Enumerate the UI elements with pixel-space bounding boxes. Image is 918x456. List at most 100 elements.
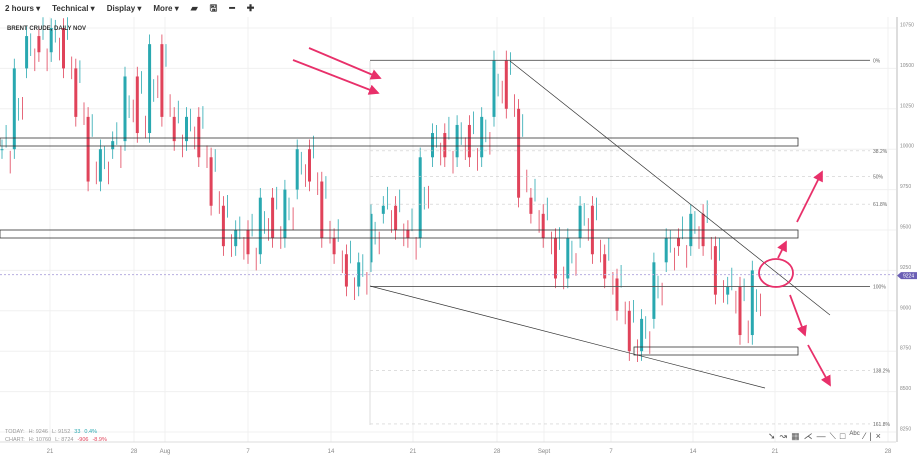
zone-rectangle bbox=[633, 346, 799, 356]
candle-body bbox=[185, 116, 188, 142]
rectangle-icon[interactable]: □ bbox=[839, 431, 846, 441]
candle-body bbox=[529, 197, 533, 214]
candle-body bbox=[467, 124, 471, 158]
interval-dropdown[interactable]: 2 hours ▾ bbox=[5, 4, 41, 13]
fib-level-label: 38.2% bbox=[873, 149, 888, 155]
chart-low: L: 8724 bbox=[55, 437, 74, 443]
candle-body bbox=[74, 68, 78, 117]
technical-dropdown[interactable]: Technical ▾ bbox=[52, 4, 95, 13]
candle-body bbox=[541, 213, 545, 239]
fib-level-label: 61.8% bbox=[873, 202, 888, 208]
candle-body bbox=[209, 157, 213, 206]
candle-body bbox=[98, 149, 102, 182]
candle-body bbox=[713, 246, 717, 295]
fib-level-label: 0% bbox=[873, 58, 881, 64]
candle-body bbox=[295, 149, 299, 190]
close-icon[interactable]: × bbox=[875, 431, 881, 441]
candle-body bbox=[627, 310, 631, 352]
candle-body bbox=[357, 262, 361, 287]
folder-open-icon[interactable]: ▰ bbox=[190, 3, 198, 13]
y-tick-label: 10000 bbox=[900, 144, 914, 150]
candle-body bbox=[221, 205, 225, 247]
today-percent: 0.4% bbox=[84, 429, 97, 435]
candle-body bbox=[197, 116, 201, 158]
x-tick-label: 14 bbox=[690, 449, 697, 455]
save-icon[interactable]: 🖫 bbox=[209, 2, 218, 13]
candle-body bbox=[566, 238, 570, 279]
fib-level-label: 100% bbox=[873, 285, 886, 291]
y-tick-label: 9250 bbox=[900, 265, 911, 271]
candle-body bbox=[726, 286, 730, 295]
pen-icon[interactable]: ⁄ bbox=[863, 431, 866, 441]
price-chart[interactable]: 21 28 Aug 7 14 21 28 Sept 7 14 21 28 10750 10500 10250… bbox=[0, 17, 918, 456]
trend-line-upper bbox=[509, 60, 831, 316]
candle-body bbox=[49, 28, 53, 53]
candle-body bbox=[418, 157, 422, 239]
x-tick-label: 28 bbox=[885, 449, 892, 455]
y-tick-label: 8250 bbox=[900, 427, 911, 433]
annotation-circle bbox=[758, 258, 794, 288]
y-tick-label: 8500 bbox=[900, 386, 911, 392]
today-change: 33 bbox=[74, 429, 81, 435]
candle-body bbox=[603, 254, 607, 279]
annotation-arrow bbox=[789, 294, 807, 337]
more-dropdown[interactable]: More ▾ bbox=[153, 4, 179, 13]
today-low: L: 9152 bbox=[51, 429, 71, 435]
y-tick-label: 10250 bbox=[900, 103, 914, 109]
chart-percent: -8.9% bbox=[92, 437, 107, 443]
chart-high: H: 10760 bbox=[28, 437, 52, 443]
trendline-icon[interactable]: ⟍ bbox=[829, 431, 836, 441]
zoom-out-icon[interactable]: ━ bbox=[229, 3, 235, 13]
candle-body bbox=[664, 238, 668, 263]
candle-body bbox=[111, 141, 115, 150]
candle-body bbox=[320, 181, 324, 239]
candle-body bbox=[86, 116, 90, 182]
candle-body bbox=[148, 44, 152, 134]
candle-body bbox=[0, 149, 4, 151]
fib-level-label: 161.8% bbox=[873, 422, 891, 428]
candle-body bbox=[12, 68, 16, 150]
zoom-in-icon[interactable]: ✚ bbox=[246, 3, 255, 13]
y-tick-label: 9500 bbox=[900, 225, 911, 231]
pointer-icon[interactable]: ➘ bbox=[768, 431, 776, 441]
curve-icon[interactable]: ↝ bbox=[779, 431, 788, 441]
zone-rectangle bbox=[0, 229, 799, 239]
trend-line-lower bbox=[369, 285, 766, 389]
text-icon[interactable]: Abc bbox=[849, 431, 860, 437]
today-label: TODAY: bbox=[5, 429, 25, 435]
candle-body bbox=[406, 230, 410, 239]
fib-level-label: 50% bbox=[873, 175, 884, 181]
chart-change: -906 bbox=[77, 437, 89, 443]
grid-icon[interactable]: ▦ bbox=[791, 431, 800, 441]
fan-icon[interactable]: ⋌ bbox=[803, 431, 813, 441]
annotation-arrow bbox=[308, 47, 382, 80]
y-axis bbox=[896, 17, 898, 442]
candle-body bbox=[480, 116, 484, 158]
candle-body bbox=[677, 238, 680, 247]
candle-body bbox=[271, 197, 275, 239]
display-dropdown[interactable]: Display ▾ bbox=[106, 4, 142, 13]
toolbar: 2 hours ▾ Technical ▾ Display ▾ More ▾ ▰… bbox=[0, 0, 918, 17]
candle-body bbox=[37, 36, 41, 53]
candle-body bbox=[172, 116, 176, 142]
candle-body bbox=[332, 238, 336, 255]
candle-body bbox=[344, 254, 348, 287]
drawing-tools: ➘ ↝ ▦ ⋌ — ⟍ □ Abc ⁄ | × bbox=[768, 431, 881, 442]
y-tick-label: 8750 bbox=[900, 346, 911, 352]
y-tick-label: 9000 bbox=[900, 305, 911, 311]
x-tick-label: Sept bbox=[538, 449, 551, 455]
stats-panel: TODAY: H: 9246 L: 9152 33 0.4% CHART: H: 1076… bbox=[5, 428, 111, 444]
y-tick-label: 9750 bbox=[900, 184, 911, 190]
candle-body bbox=[283, 189, 287, 239]
current-price-tag bbox=[897, 272, 917, 280]
annotation-arrow bbox=[777, 240, 787, 259]
x-tick-label: 7 bbox=[609, 449, 613, 455]
candle-body bbox=[381, 205, 385, 214]
x-tick-label: 28 bbox=[494, 449, 501, 455]
candle-body bbox=[246, 230, 250, 255]
today-high: H: 9246 bbox=[28, 429, 48, 435]
candle-body bbox=[750, 270, 754, 336]
x-tick-label: 28 bbox=[131, 449, 138, 455]
chart-title: BRENT CRUDE, DAILY NOV bbox=[7, 26, 87, 32]
hline-icon[interactable]: — bbox=[816, 431, 826, 441]
